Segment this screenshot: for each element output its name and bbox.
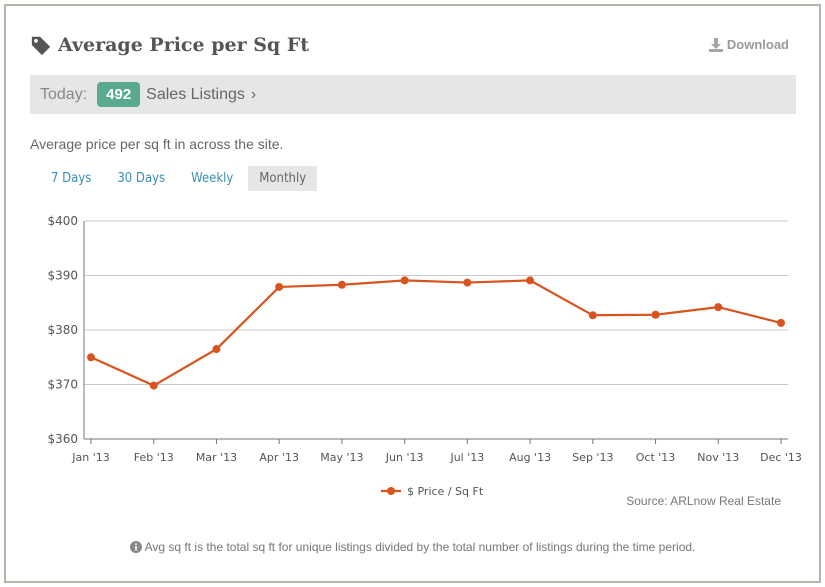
- data-point: [149, 381, 158, 390]
- sales-listings-label: Sales Listings: [146, 85, 245, 103]
- data-point: [463, 278, 472, 287]
- y-tick-label: $400: [47, 214, 78, 228]
- today-label: Today:: [40, 85, 88, 103]
- y-tick-label: $390: [47, 269, 78, 283]
- line-chart-svg: $360 $370 $380 $390 $400 Jan '13 Feb '13 Mar '1…: [47, 214, 802, 498]
- x-tick-label: Oct '13: [636, 451, 676, 464]
- chart-description: Average price per sq ft in across the si…: [30, 136, 284, 152]
- tab-7-days[interactable]: 7 Days: [51, 171, 92, 186]
- footnote: Avg sq ft is the total sq ft for unique …: [0, 540, 825, 554]
- download-label: Download: [726, 37, 789, 52]
- tab-30-days[interactable]: 30 Days: [117, 171, 166, 186]
- x-tick-label: Jun '13: [385, 451, 424, 464]
- y-tick-label: $360: [47, 432, 78, 446]
- tab-monthly[interactable]: Monthly: [248, 166, 318, 191]
- download-icon: [708, 37, 723, 52]
- data-point: [87, 353, 95, 362]
- x-tick-label: May '13: [320, 451, 363, 464]
- today-bar: Today: 492 Sales Listings ›: [30, 75, 796, 114]
- footnote-text: Avg sq ft is the total sq ft for unique …: [144, 540, 696, 554]
- range-tabs: 7 Days 30 Days Weekly Monthly: [40, 166, 321, 191]
- data-point: [526, 276, 535, 285]
- data-point: [212, 345, 221, 354]
- widget-header: Average Price per Sq Ft: [30, 34, 309, 56]
- x-tick-label: Nov '13: [697, 451, 739, 464]
- x-tick-label: Apr '13: [259, 451, 299, 464]
- y-tick-label: $370: [47, 378, 78, 392]
- price-chart: $360 $370 $380 $390 $400 Jan '13 Feb '13 Mar '1…: [36, 211, 806, 506]
- page-title: Average Price per Sq Ft: [58, 34, 310, 56]
- tag-icon: [31, 36, 51, 56]
- data-point: [651, 310, 660, 319]
- x-tick-label: Feb '13: [134, 451, 174, 464]
- data-point: [714, 303, 723, 312]
- listing-count-badge: 492: [97, 82, 141, 107]
- series-line: [90, 279, 782, 387]
- download-button[interactable]: Download: [708, 37, 789, 52]
- widget-panel: Average Price per Sq Ft Download Today: …: [4, 4, 821, 583]
- x-tick-label: Aug '13: [509, 451, 551, 464]
- chevron-right-icon: ›: [250, 85, 257, 103]
- x-tick-label: Jul '13: [449, 451, 484, 464]
- legend-label: $ Price / Sq Ft: [407, 485, 484, 498]
- legend-marker: [387, 487, 395, 495]
- x-tick-label: Jan '13: [71, 451, 109, 464]
- x-tick-label: Dec '13: [760, 451, 802, 464]
- source-note: Source: ARLnow Real Estate: [626, 494, 781, 508]
- data-point: [777, 318, 785, 327]
- info-icon: [129, 541, 142, 553]
- y-tick-label: $380: [47, 323, 78, 337]
- data-point: [400, 276, 409, 285]
- data-point: [588, 311, 597, 320]
- data-point: [337, 280, 346, 289]
- x-tick-label: Sep '13: [572, 451, 613, 464]
- sales-listings-link[interactable]: Sales Listings ›: [146, 86, 256, 104]
- tab-weekly[interactable]: Weekly: [191, 171, 234, 186]
- x-tick-label: Mar '13: [196, 451, 237, 464]
- data-point: [275, 282, 284, 291]
